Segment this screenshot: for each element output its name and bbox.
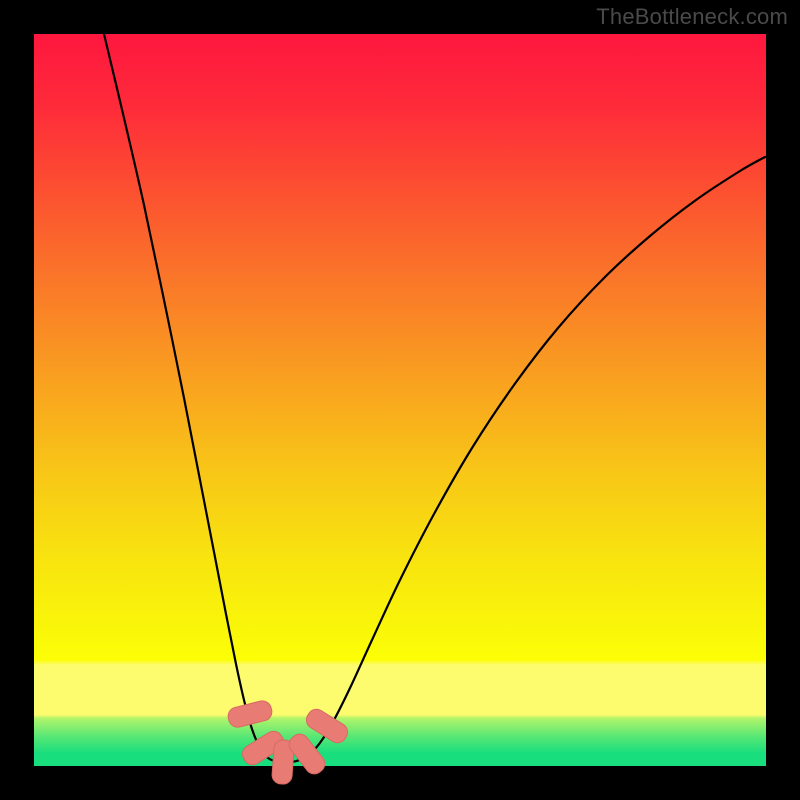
chart-frame: TheBottleneck.com: [0, 0, 800, 800]
watermark-text: TheBottleneck.com: [596, 4, 788, 30]
bottleneck-chart: [0, 0, 800, 800]
gradient-panel: [34, 34, 766, 766]
